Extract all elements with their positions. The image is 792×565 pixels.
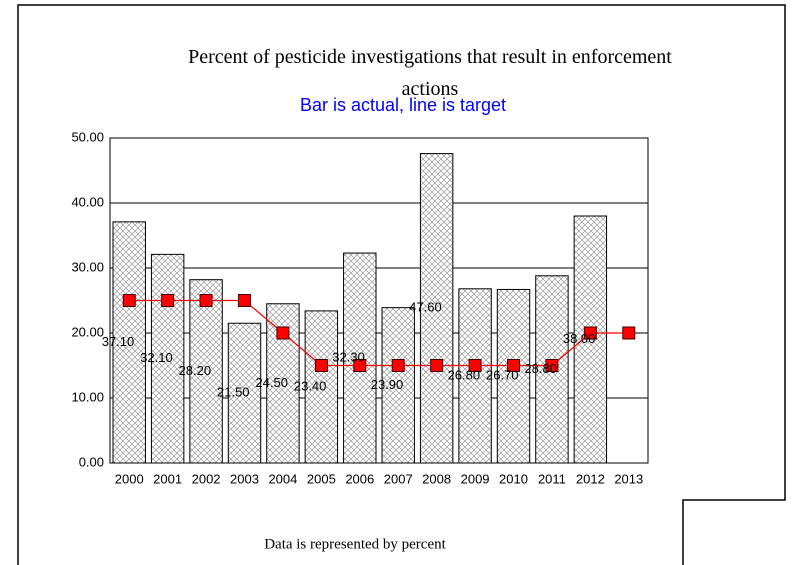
bar (150, 253, 185, 464)
data-label: 26.80 (448, 367, 481, 382)
data-label: 37.10 (102, 334, 135, 349)
x-tick-label: 2012 (576, 471, 605, 486)
x-tick-label: 2001 (153, 471, 182, 486)
chart-title: Percent of pesticide investigations that… (188, 46, 672, 100)
target-marker (161, 294, 175, 307)
data-label: 28.20 (179, 363, 212, 378)
x-tick-label: 2011 (538, 471, 566, 486)
y-tick-label: 50.00 (71, 129, 104, 144)
chart-subtitle: Bar is actual, line is target (300, 95, 506, 115)
x-tick-label: 2003 (230, 471, 259, 486)
y-tick-label: 40.00 (71, 194, 104, 209)
x-tick-label: 2005 (307, 471, 336, 486)
target-marker (391, 359, 405, 372)
data-label: 32.30 (332, 349, 365, 364)
y-tick-label: 0.00 (79, 454, 104, 469)
data-label: 24.50 (255, 375, 288, 390)
x-tick-label: 2002 (192, 471, 221, 486)
x-tick-label: 2000 (115, 471, 144, 486)
bar (112, 221, 146, 464)
target-marker (122, 294, 136, 307)
target-marker (353, 359, 367, 372)
target-marker (545, 359, 559, 372)
data-label: 23.90 (371, 377, 404, 392)
x-tick-label: 2006 (345, 471, 374, 486)
x-tick-label: 2007 (384, 471, 413, 486)
target-marker (622, 326, 636, 340)
bar (343, 252, 377, 464)
y-tick-label: 10.00 (71, 389, 104, 404)
data-label: 23.40 (294, 378, 327, 393)
data-label: 38.00 (563, 331, 596, 346)
footer: Data is represented by percent (264, 536, 446, 552)
data-label: 28.80 (524, 361, 557, 376)
target-marker (199, 294, 213, 307)
bar (381, 307, 415, 464)
x-tick-label: 2010 (499, 471, 528, 486)
target-marker (468, 359, 482, 372)
target-marker (238, 294, 251, 307)
x-tick-label: 2008 (422, 471, 451, 486)
x-tick-label: 2013 (614, 471, 643, 486)
target-marker (314, 359, 328, 372)
target-marker (583, 326, 597, 340)
bar (189, 279, 223, 464)
target-marker (507, 359, 520, 372)
bar (496, 288, 531, 464)
data-label: 32.10 (140, 350, 173, 365)
y-tick-label: 30.00 (71, 259, 104, 274)
bar (458, 288, 492, 464)
bar (419, 153, 454, 464)
target-marker (276, 326, 290, 340)
frame (17, 4, 786, 565)
x-tick-label: 2004 (268, 471, 297, 486)
bar (227, 322, 262, 464)
data-label: 21.50 (217, 385, 250, 400)
bar (304, 310, 339, 464)
data-label: 26.70 (486, 368, 519, 383)
target-marker (430, 359, 444, 372)
data-label: 47.60 (409, 300, 442, 315)
x-tick-label: 2009 (461, 471, 490, 486)
y-tick-label: 20.00 (71, 324, 104, 339)
